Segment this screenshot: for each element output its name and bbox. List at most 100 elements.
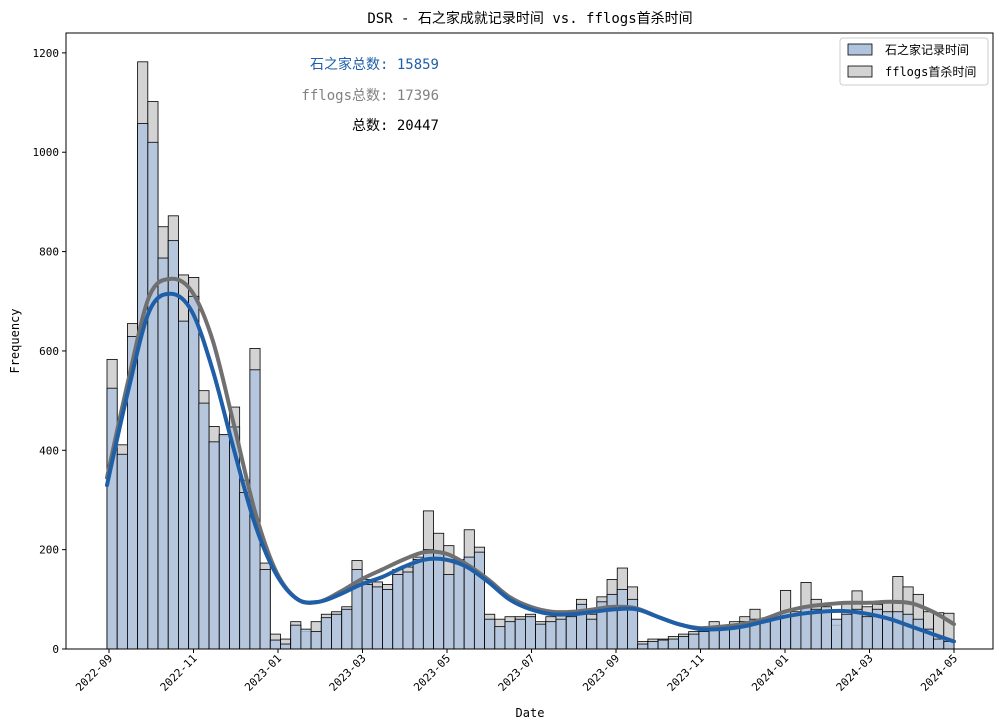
bar bbox=[494, 626, 506, 650]
bar bbox=[820, 611, 832, 650]
y-tick-label: 400 bbox=[39, 444, 59, 457]
bar bbox=[637, 643, 649, 650]
bar bbox=[157, 257, 169, 650]
bar bbox=[392, 574, 404, 650]
legend-swatch-fflogs bbox=[847, 65, 873, 78]
bar bbox=[678, 636, 690, 650]
bar bbox=[831, 618, 843, 650]
bar bbox=[504, 621, 516, 650]
bar bbox=[810, 608, 822, 650]
bar bbox=[933, 638, 945, 650]
legend-label-fflogs: fflogs首杀时间 bbox=[885, 64, 976, 79]
bar bbox=[484, 618, 496, 650]
x-tick-label: 2023-09 bbox=[580, 652, 622, 694]
bar bbox=[861, 616, 873, 650]
plot-area bbox=[105, 61, 956, 650]
bar bbox=[586, 618, 598, 650]
bar bbox=[841, 613, 853, 650]
annotation-grand-total: 总数: 20447 bbox=[352, 118, 439, 134]
bar bbox=[239, 492, 251, 650]
bar bbox=[769, 618, 781, 650]
bar bbox=[443, 574, 455, 650]
bar bbox=[433, 551, 445, 650]
legend-label-shizhijia: 石之家记录时间 bbox=[885, 42, 969, 57]
bar bbox=[208, 441, 220, 650]
bar bbox=[167, 240, 179, 650]
x-tick-label: 2023-05 bbox=[411, 652, 453, 694]
plot-frame bbox=[65, 32, 994, 650]
x-tick-label: 2024-05 bbox=[918, 652, 960, 694]
legend-box bbox=[839, 37, 989, 86]
y-axis: 0 200 400 600 800 1000 1200 bbox=[33, 47, 66, 656]
bar bbox=[565, 616, 577, 650]
bar bbox=[606, 593, 618, 650]
bar bbox=[106, 387, 118, 650]
x-axis-label: Date bbox=[516, 706, 545, 720]
bar bbox=[259, 569, 271, 650]
bar bbox=[718, 628, 730, 650]
annotation-fflogs-total: fflogs总数: 17396 bbox=[301, 88, 439, 104]
annotations: 石之家总数: 15859 fflogs总数: 17396 总数: 20447 bbox=[301, 56, 439, 134]
x-axis: 2022-09 2022-11 2023-01 2023-03 2023-05 2023-… bbox=[73, 649, 960, 694]
bar bbox=[555, 618, 567, 650]
annotation-shizhijia-total: 石之家总数: 15859 bbox=[310, 56, 439, 73]
bar bbox=[280, 643, 292, 650]
bar bbox=[657, 639, 669, 650]
x-tick-label: 2023-03 bbox=[327, 652, 369, 694]
bar bbox=[147, 141, 159, 650]
bar bbox=[698, 631, 710, 650]
y-axis-label: Frequency bbox=[8, 308, 22, 373]
kde-curve-shizhijia bbox=[105, 291, 956, 644]
bar bbox=[535, 623, 547, 650]
legend-swatch-shizhijia bbox=[847, 43, 873, 56]
chart-title: DSR - 石之家成就记录时间 vs. fflogs首杀时间 bbox=[367, 10, 692, 27]
bar bbox=[290, 624, 302, 650]
bar bbox=[688, 633, 700, 650]
y-tick-label: 800 bbox=[39, 246, 59, 259]
bar bbox=[310, 631, 322, 650]
bar bbox=[902, 613, 914, 650]
bar bbox=[198, 402, 210, 650]
bar bbox=[647, 641, 659, 650]
bar bbox=[116, 453, 128, 650]
bar bbox=[218, 433, 230, 650]
bar bbox=[402, 571, 414, 650]
bar bbox=[667, 638, 679, 650]
bar bbox=[371, 586, 383, 650]
bar bbox=[412, 559, 424, 650]
bar bbox=[759, 621, 771, 650]
bar bbox=[790, 613, 802, 650]
legend: 石之家记录时间 fflogs首杀时间 bbox=[839, 37, 989, 86]
x-tick-label: 2022-11 bbox=[158, 652, 200, 694]
y-tick-label: 600 bbox=[39, 345, 59, 358]
bar bbox=[892, 611, 904, 650]
bar bbox=[331, 613, 343, 650]
bar bbox=[453, 559, 465, 650]
x-tick-label: 2023-01 bbox=[242, 652, 284, 694]
bar bbox=[269, 639, 281, 650]
x-tick-label: 2024-03 bbox=[834, 652, 876, 694]
bar bbox=[341, 608, 353, 650]
y-tick-label: 1000 bbox=[33, 146, 60, 159]
x-tick-label: 2024-01 bbox=[749, 652, 791, 694]
y-tick-label: 0 bbox=[52, 643, 59, 656]
bar bbox=[300, 628, 312, 650]
bar bbox=[616, 588, 628, 650]
bar bbox=[320, 617, 332, 650]
bar bbox=[514, 618, 526, 650]
bar bbox=[188, 295, 200, 650]
bar bbox=[422, 549, 434, 650]
bar bbox=[851, 608, 863, 650]
bar bbox=[178, 320, 190, 650]
y-tick-label: 200 bbox=[39, 544, 59, 557]
bar bbox=[473, 551, 485, 650]
kde-curve-fflogs bbox=[105, 276, 956, 631]
x-tick-label: 2023-11 bbox=[665, 652, 707, 694]
bar bbox=[361, 584, 373, 650]
y-tick-label: 1200 bbox=[33, 47, 60, 60]
x-tick-label: 2023-07 bbox=[496, 652, 538, 694]
bar bbox=[545, 621, 557, 650]
bar bbox=[525, 616, 537, 650]
bar bbox=[382, 588, 394, 650]
